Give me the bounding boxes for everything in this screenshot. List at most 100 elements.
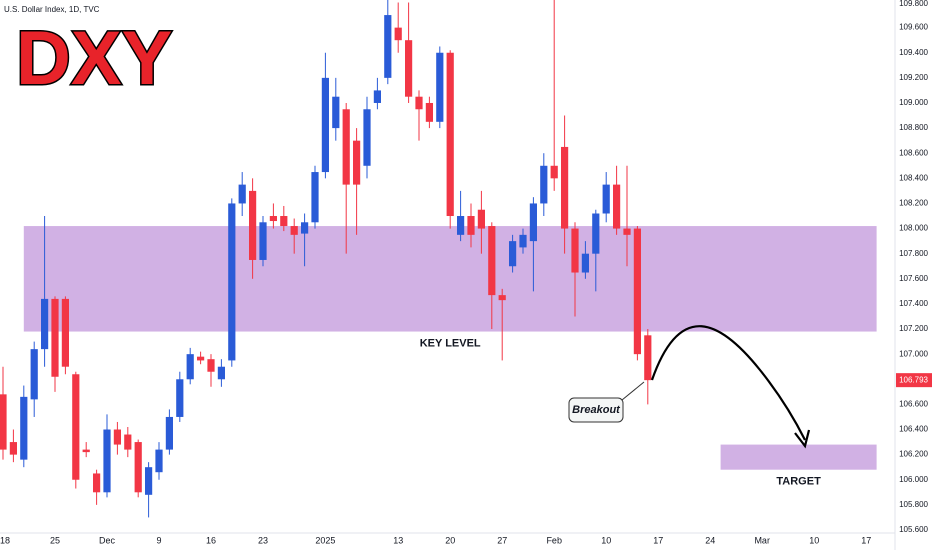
candle-body <box>134 442 142 493</box>
x-tick-label: 24 <box>705 535 715 545</box>
candle-body <box>20 396 28 460</box>
x-tick-label: 18 <box>0 535 10 545</box>
candle-body <box>477 209 485 229</box>
candle-body <box>394 27 402 41</box>
candle-body <box>540 165 548 204</box>
candle-body <box>467 216 475 235</box>
zone-label: TARGET <box>776 476 821 488</box>
x-tick-label: Feb <box>546 535 562 545</box>
candle-body <box>311 172 319 223</box>
y-tick-label: 107.400 <box>899 299 928 308</box>
y-tick-label: 106.400 <box>899 425 928 434</box>
candle-body <box>613 184 621 229</box>
candle-body <box>488 226 496 296</box>
candle-body <box>93 473 101 493</box>
x-tick-label: 2025 <box>315 535 335 545</box>
x-tick-label: 10 <box>809 535 819 545</box>
zone <box>720 444 877 470</box>
candle-body <box>581 253 589 273</box>
candle-body <box>155 449 163 473</box>
y-tick-label: 106.200 <box>899 450 928 459</box>
y-tick-label: 109.800 <box>899 0 928 8</box>
candle-body <box>72 374 80 480</box>
candle-body <box>550 165 558 179</box>
candle-body <box>228 203 236 361</box>
candle-body <box>259 222 267 260</box>
y-tick-label: 105.600 <box>899 525 928 534</box>
candle-body <box>207 359 215 372</box>
candle-body <box>103 429 111 493</box>
candle-body <box>51 298 59 377</box>
candle-body <box>633 228 641 355</box>
candle-body <box>145 467 153 495</box>
x-tick-label: Dec <box>99 535 116 545</box>
candle-body <box>113 429 121 445</box>
zones: KEY LEVEL TARGET <box>23 226 877 488</box>
candle-body <box>571 228 579 273</box>
candle-body <box>415 96 423 110</box>
candle-body <box>623 228 631 235</box>
y-tick-label: 108.600 <box>899 148 928 157</box>
y-tick-label: 108.800 <box>899 123 928 132</box>
y-tick-label: 109.600 <box>899 23 928 32</box>
candle-body <box>176 379 184 417</box>
x-tick-label: Mar <box>754 535 770 545</box>
candle-body <box>82 449 90 453</box>
candle-body <box>238 184 246 204</box>
y-tick-label: 109.000 <box>899 98 928 107</box>
candle-body <box>61 298 69 367</box>
candle-body <box>332 96 340 129</box>
candle-body <box>269 216 277 222</box>
candle-body <box>498 295 506 301</box>
x-tick-label: 17 <box>653 535 663 545</box>
callout-line <box>621 381 645 401</box>
y-tick-label: 107.800 <box>899 249 928 258</box>
x-tick-label: 17 <box>861 535 871 545</box>
candle-body <box>519 234 527 248</box>
x-tick-label: 16 <box>206 535 216 545</box>
candle-body <box>644 335 652 381</box>
logo: DXY <box>16 16 172 101</box>
y-tick-label: 107.200 <box>899 324 928 333</box>
candle-body <box>290 226 298 235</box>
x-tick-label: 27 <box>497 535 507 545</box>
projection-arrow <box>650 325 806 441</box>
candle-body <box>405 40 413 97</box>
x-tick-label: 9 <box>156 535 161 545</box>
x-tick-label: 23 <box>258 535 268 545</box>
last-price-label: 106.793 <box>899 375 928 384</box>
last-price-tag <box>896 373 932 388</box>
candle-body <box>280 216 288 227</box>
breakout-label: Breakout <box>572 404 621 416</box>
candle-body <box>602 184 610 214</box>
candle-body <box>124 434 132 450</box>
chart-title: U.S. Dollar Index, 1D, TVC <box>4 5 100 14</box>
x-tick-label: 25 <box>50 535 60 545</box>
y-tick-label: 108.000 <box>899 224 928 233</box>
candle-body <box>41 298 49 350</box>
y-tick-label: 106.000 <box>899 475 928 484</box>
candle-body <box>529 203 537 242</box>
y-tick-label: 105.800 <box>899 500 928 509</box>
candle-body <box>446 52 454 217</box>
candle-body <box>561 146 569 229</box>
x-tick-label: 13 <box>393 535 403 545</box>
y-tick-label: 108.400 <box>899 173 928 182</box>
arrow-head <box>794 429 811 449</box>
zone-label: KEY LEVEL <box>420 337 481 349</box>
candle-body <box>457 216 465 235</box>
candle-body <box>592 213 600 254</box>
candle-body <box>197 356 205 361</box>
y-tick-label: 109.200 <box>899 73 928 82</box>
candles <box>0 0 652 518</box>
candle-body <box>342 109 350 185</box>
candle-body <box>373 90 381 103</box>
x-tick-label: 20 <box>445 535 455 545</box>
x-tick-label: 10 <box>601 535 611 545</box>
candle-body <box>425 102 433 122</box>
y-tick-label: 106.600 <box>899 399 928 408</box>
candle-body <box>186 354 194 380</box>
candle-body <box>9 442 17 455</box>
candle-body <box>436 52 444 122</box>
